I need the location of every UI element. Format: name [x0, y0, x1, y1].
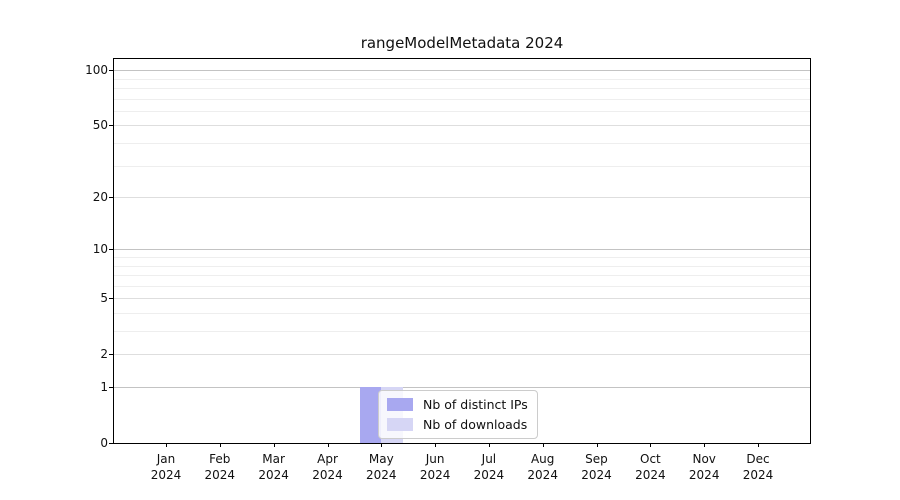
- y-tick-mark: [109, 249, 113, 251]
- bar-distinct-ips: [359, 387, 382, 443]
- gridline: [114, 197, 810, 199]
- y-tick-label: 100: [85, 63, 108, 78]
- y-tick-mark: [109, 443, 113, 444]
- x-tick-mark: [166, 443, 167, 447]
- gridline: [114, 257, 810, 258]
- x-tick-label: Mar 2024: [258, 452, 289, 482]
- x-tick-label: Sep 2024: [581, 452, 612, 482]
- y-tick-mark: [109, 70, 113, 72]
- legend-label-downloads: Nb of downloads: [423, 417, 528, 432]
- x-tick-label: Aug 2024: [527, 452, 558, 482]
- gridline: [114, 331, 810, 332]
- x-tick-label: Dec 2024: [742, 452, 774, 482]
- gridline: [114, 143, 810, 144]
- x-tick-label: Feb 2024: [204, 452, 236, 482]
- x-tick-mark: [435, 443, 437, 447]
- legend-row-distinct-ips: Nb of distinct IPs: [387, 397, 528, 412]
- x-tick-label: Oct 2024: [635, 452, 666, 482]
- gridline: [114, 387, 810, 388]
- y-tick-label: 1: [100, 380, 108, 394]
- gridline: [114, 78, 810, 80]
- plot-area: Nb of distinct IPs Nb of downloads 0 1 2 5 1…: [85, 58, 811, 482]
- x-tick-mark: [596, 443, 598, 447]
- y-tick-mark: [109, 298, 113, 300]
- y-tick-mark: [109, 354, 113, 356]
- x-tick-mark: [542, 443, 544, 447]
- gridline: [114, 110, 810, 112]
- x-tick-mark: [488, 443, 490, 447]
- y-tick-label: 0: [100, 436, 108, 450]
- legend: Nb of distinct IPs Nb of downloads: [378, 390, 538, 439]
- legend-swatch-distinct-ips-icon: [387, 398, 413, 411]
- x-tick-label: Apr 2024: [312, 452, 343, 482]
- x-tick-mark: [758, 443, 759, 447]
- gridline: [114, 88, 810, 89]
- y-tick-label: 50: [92, 118, 108, 133]
- x-tick-mark: [273, 443, 275, 447]
- y-tick-label: 5: [100, 291, 108, 306]
- x-tick-mark: [650, 443, 652, 447]
- gridline: [114, 70, 810, 72]
- chart-title: rangeModelMetadata 2024: [360, 34, 564, 52]
- x-tick-mark: [219, 443, 221, 447]
- y-tick-mark: [109, 197, 113, 199]
- x-tick-mark: [381, 443, 383, 447]
- legend-swatch-downloads-icon: [387, 418, 413, 431]
- gridline: [114, 285, 810, 287]
- x-tick-mark: [327, 443, 329, 447]
- y-tick-label: 20: [92, 190, 108, 205]
- legend-row-downloads: Nb of downloads: [387, 417, 528, 432]
- x-tick-mark: [704, 443, 706, 447]
- gridline: [114, 125, 810, 127]
- gridline: [114, 275, 810, 276]
- x-tick-label: Nov 2024: [688, 452, 720, 482]
- x-tick-label: May 2024: [366, 452, 397, 482]
- gridline: [114, 313, 810, 314]
- y-tick-label: 10: [92, 242, 108, 257]
- gridline: [114, 298, 810, 300]
- y-tick-mark: [109, 387, 113, 388]
- y-tick-mark: [109, 125, 113, 127]
- x-tick-label: Jun 2024: [419, 452, 451, 482]
- gridline: [114, 354, 810, 356]
- x-tick-label: Jul 2024: [473, 452, 505, 482]
- y-tick-label: 2: [100, 347, 108, 362]
- gridline: [114, 249, 810, 251]
- gridline: [114, 265, 810, 267]
- gridline: [114, 98, 810, 100]
- legend-label-distinct-ips: Nb of distinct IPs: [423, 397, 528, 412]
- x-tick-label: Jan 2024: [150, 452, 182, 482]
- gridline: [114, 165, 810, 167]
